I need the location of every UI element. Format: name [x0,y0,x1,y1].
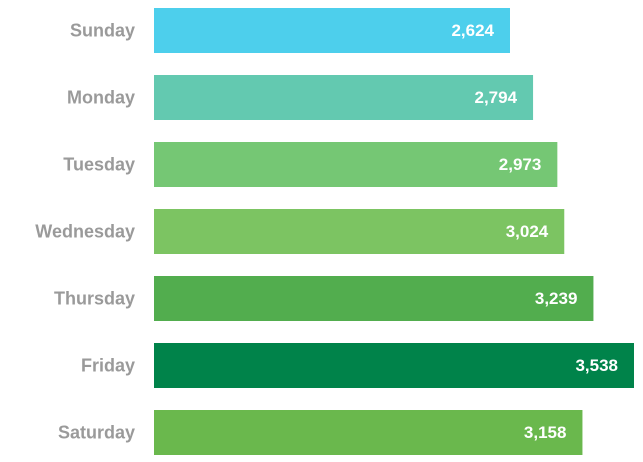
category-label: Monday [67,87,135,107]
value-label: 3,239 [535,289,578,308]
value-label: 3,158 [524,423,567,442]
bar [154,209,565,254]
category-label: Sunday [70,20,135,40]
bar [154,410,583,455]
bar [154,276,594,321]
value-label: 2,973 [499,155,542,174]
category-label: Thursday [54,288,135,308]
value-label: 3,538 [575,356,618,375]
value-label: 3,024 [506,222,549,241]
bar [154,75,534,120]
bar [154,142,558,187]
value-label: 2,624 [451,21,494,40]
bar [154,8,510,53]
category-label: Tuesday [63,154,135,174]
bar [154,343,634,388]
category-label: Friday [81,355,135,375]
value-label: 2,794 [475,88,518,107]
category-label: Saturday [58,422,135,442]
category-label: Wednesday [35,221,135,241]
